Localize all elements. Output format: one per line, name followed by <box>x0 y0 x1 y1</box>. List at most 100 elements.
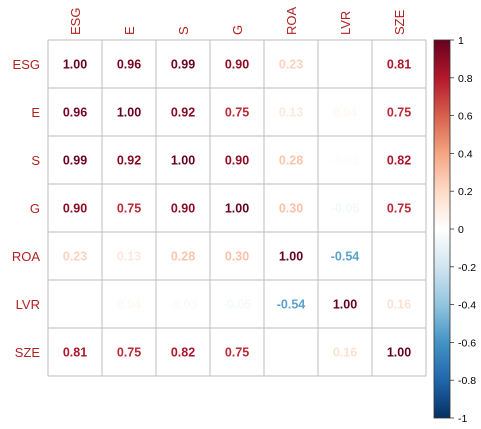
cell-value-SZE-SZE: 1.00 <box>387 346 411 360</box>
cell-SZE-E <box>102 328 156 376</box>
cell-backgrounds <box>48 40 426 376</box>
cell-LVR-S <box>156 280 210 328</box>
cell-LVR-SZE <box>372 280 426 328</box>
row-label-ROA: ROA <box>12 249 41 264</box>
cell-value-LVR-SZE: 0.16 <box>387 298 411 312</box>
cell-E-S <box>156 88 210 136</box>
cell-ROA-ESG <box>48 232 102 280</box>
cell-value-E-LVR: 0.04 <box>333 106 357 120</box>
cell-S-G <box>210 136 264 184</box>
cell-ROA-ROA <box>264 232 318 280</box>
cell-value-E-ESG: 0.96 <box>63 106 87 120</box>
cell-LVR-G <box>210 280 264 328</box>
cell-value-ROA-E: 0.13 <box>117 250 141 264</box>
cell-G-E <box>102 184 156 232</box>
column-label-ROA: ROA <box>284 7 299 36</box>
row-label-SZE: SZE <box>15 345 41 360</box>
cell-value-SZE-E: 0.75 <box>117 346 141 360</box>
row-label-S: S <box>31 153 40 168</box>
cell-E-LVR <box>318 88 372 136</box>
cell-E-ROA <box>264 88 318 136</box>
column-label-SZE: SZE <box>392 9 407 35</box>
cell-value-LVR-ROA: -0.54 <box>277 298 306 312</box>
cell-G-SZE <box>372 184 426 232</box>
cell-value-S-LVR: -0.02 <box>331 154 360 168</box>
color-scale-bar <box>433 39 451 419</box>
row-label-G: G <box>30 201 40 216</box>
color-scale-tick-label: -0.6 <box>458 337 476 349</box>
cell-value-G-SZE: 0.75 <box>387 202 411 216</box>
cell-value-LVR-S: -0.03 <box>169 298 198 312</box>
row-label-ESG: ESG <box>13 57 40 72</box>
cell-G-ESG <box>48 184 102 232</box>
cell-value-G-E: 0.75 <box>117 202 141 216</box>
cell-value-G-S: 0.90 <box>171 202 195 216</box>
cell-value-SZE-ESG: 0.81 <box>63 346 87 360</box>
column-labels: ESG E S G ROA LVR SZE <box>68 7 407 36</box>
cell-value-ESG-SZE: 0.81 <box>387 58 411 72</box>
cell-ESG-ESG <box>48 40 102 88</box>
cell-SZE-ROA <box>264 328 318 376</box>
cell-G-LVR <box>318 184 372 232</box>
color-scale-tick-label: 0.6 <box>458 111 473 123</box>
cell-ESG-G <box>210 40 264 88</box>
cell-value-S-S: 1.00 <box>171 154 195 168</box>
column-label-S: S <box>176 26 191 35</box>
color-scale-gradient <box>433 39 451 419</box>
cell-ESG-ROA <box>264 40 318 88</box>
color-scale-tick-label: -0.8 <box>458 375 476 387</box>
cell-ROA-SZE <box>372 232 426 280</box>
cell-ROA-G <box>210 232 264 280</box>
cell-value-G-ESG: 0.90 <box>63 202 87 216</box>
color-scale-tick-label: 0.2 <box>458 186 473 198</box>
cell-E-SZE <box>372 88 426 136</box>
cell-S-LVR <box>318 136 372 184</box>
cell-ESG-E <box>102 40 156 88</box>
color-scale-ticks: 1 0.8 0.6 0.4 0.2 0 -0.2 -0.4 -0.6 -0.8 -1 <box>450 35 476 425</box>
cell-SZE-SZE <box>372 328 426 376</box>
cell-value-G-ROA: 0.30 <box>279 202 303 216</box>
cell-S-ROA <box>264 136 318 184</box>
cell-value-ROA-LVR: -0.54 <box>331 250 360 264</box>
column-label-ESG: ESG <box>68 8 83 35</box>
cell-value-ESG-E: 0.96 <box>117 58 141 72</box>
cell-value-S-E: 0.92 <box>117 154 141 168</box>
grid-lines <box>47 39 427 377</box>
cell-S-SZE <box>372 136 426 184</box>
cell-value-E-E: 1.00 <box>117 106 141 120</box>
cell-E-ESG <box>48 88 102 136</box>
cell-value-ROA-ESG: 0.23 <box>63 250 87 264</box>
color-scale-tick-label: -1 <box>458 413 467 425</box>
cell-value-G-G: 1.00 <box>225 202 249 216</box>
cell-value-ESG-ESG: 1.00 <box>63 58 87 72</box>
row-label-E: E <box>31 105 40 120</box>
cell-value-S-ROA: 0.28 <box>279 154 303 168</box>
cell-value-E-S: 0.92 <box>171 106 195 120</box>
cell-ROA-LVR <box>318 232 372 280</box>
cell-S-ESG <box>48 136 102 184</box>
cell-SZE-G <box>210 328 264 376</box>
column-label-G: G <box>230 25 245 35</box>
cell-LVR-ROA <box>264 280 318 328</box>
cell-S-E <box>102 136 156 184</box>
cell-value-SZE-G: 0.75 <box>225 346 249 360</box>
cell-SZE-LVR <box>318 328 372 376</box>
cell-value-ROA-G: 0.30 <box>225 250 249 264</box>
cell-ROA-E <box>102 232 156 280</box>
row-label-LVR: LVR <box>16 297 40 312</box>
cell-ROA-S <box>156 232 210 280</box>
cell-value-LVR-G: -0.05 <box>223 298 252 312</box>
cell-E-E <box>102 88 156 136</box>
color-scale-tick-label: -0.4 <box>458 300 476 312</box>
cell-G-ROA <box>264 184 318 232</box>
cell-value-G-LVR: -0.05 <box>331 202 360 216</box>
cell-SZE-S <box>156 328 210 376</box>
cell-value-E-ROA: 0.13 <box>279 106 303 120</box>
cell-value-ESG-G: 0.90 <box>225 58 249 72</box>
cell-value-SZE-LVR: 0.16 <box>333 346 357 360</box>
cell-value-E-G: 0.75 <box>225 106 249 120</box>
cell-values: 1.00 0.96 0.99 0.90 0.23 0.81 0.96 1.00 0.92 0.75… <box>63 58 411 360</box>
color-scale-tick-label: 0 <box>458 224 464 236</box>
